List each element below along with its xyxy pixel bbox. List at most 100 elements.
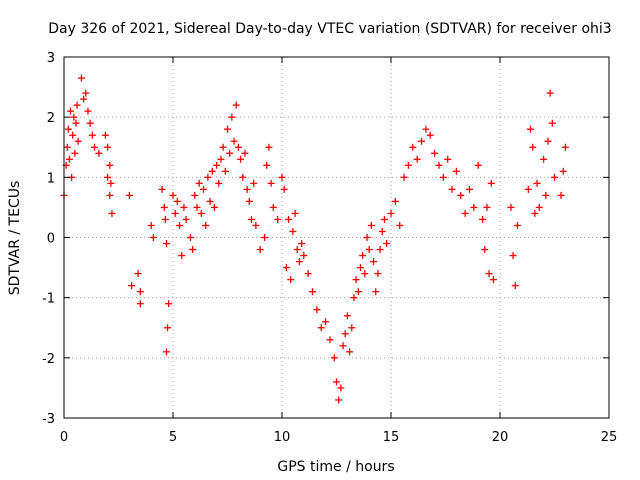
data-point [239,173,247,181]
data-point [74,137,82,145]
data-point [352,276,360,284]
y-tick-label: -1 [42,292,55,307]
data-point [171,209,179,217]
x-tick-label: 0 [60,430,68,445]
data-point [291,209,299,217]
data-point [548,119,556,127]
data-point [267,179,275,187]
data-point [413,155,421,163]
data-point [457,191,465,199]
data-point [289,227,297,235]
data-point [200,185,208,193]
data-point [71,149,79,157]
data-point [278,173,286,181]
data-point [483,203,491,211]
x-axis-label: GPS time / hours [277,459,394,475]
data-point [300,252,308,260]
data-point [487,179,495,187]
data-point [73,101,81,109]
data-point [479,215,487,223]
data-point [162,240,170,248]
data-point [542,191,550,199]
data-point [400,173,408,181]
data-point [470,203,478,211]
data-point [529,143,537,151]
data-point [489,276,497,284]
data-point [309,288,317,296]
data-point [136,300,144,308]
data-point [158,185,166,193]
data-point [234,143,242,151]
x-tick-label: 25 [601,430,618,445]
data-point [265,143,273,151]
x-tick-label: 15 [383,430,400,445]
data-point [230,137,238,145]
data-point [418,137,426,145]
grid [64,57,609,418]
data-point [263,161,271,169]
data-point [193,203,201,211]
data-point [256,246,264,254]
data-point [107,179,115,187]
data-point [237,155,245,163]
data-point [128,282,136,290]
data-point [180,203,188,211]
data-point [531,209,539,217]
data-point [65,155,73,163]
data-point [396,221,404,229]
data-point [173,197,181,205]
data-point [228,113,236,121]
data-point [195,179,203,187]
data-point [546,89,554,97]
data-point [350,294,358,302]
axis-ticks: 0 5 10 15 20 25 -3 -2 -1 0 1 2 3 [42,51,617,445]
data-point [197,209,205,217]
data-point [465,185,473,193]
data-point [217,155,225,163]
data-point [561,143,569,151]
data-point [551,173,558,181]
data-point [186,234,194,241]
data-point [243,185,251,193]
data-point [513,221,521,229]
data-point [282,264,290,272]
data-point [226,149,234,157]
data-point [206,197,214,205]
y-tick-label: -3 [42,412,55,427]
data-point [106,161,114,169]
data-point [72,119,80,127]
data-point [274,215,282,223]
data-point [348,324,356,332]
x-tick-label: 5 [169,430,177,445]
data-point [250,179,258,187]
data-point [269,203,277,211]
data-point [485,270,493,278]
data-point [191,191,199,199]
data-point [104,173,112,181]
y-tick-label: -2 [42,352,55,367]
data-point [422,125,430,133]
data-point [232,101,240,109]
data-point [544,137,552,145]
data-point [182,215,190,223]
data-point [147,221,155,229]
data-point [176,221,184,229]
data-point [70,113,78,121]
data-point [245,197,253,205]
data-point [481,246,489,254]
data-point [189,246,197,254]
data-point [134,270,142,278]
data-point [333,378,340,386]
data-point [461,209,469,217]
data-points [60,74,569,404]
data-point [178,252,186,260]
data-point [507,203,515,211]
data-point [241,149,249,157]
data-point [387,209,395,217]
data-point [219,143,227,151]
data-point [125,191,133,199]
data-point [77,74,85,82]
data-point [67,107,75,115]
data-point [372,288,380,296]
data-point [63,143,71,151]
